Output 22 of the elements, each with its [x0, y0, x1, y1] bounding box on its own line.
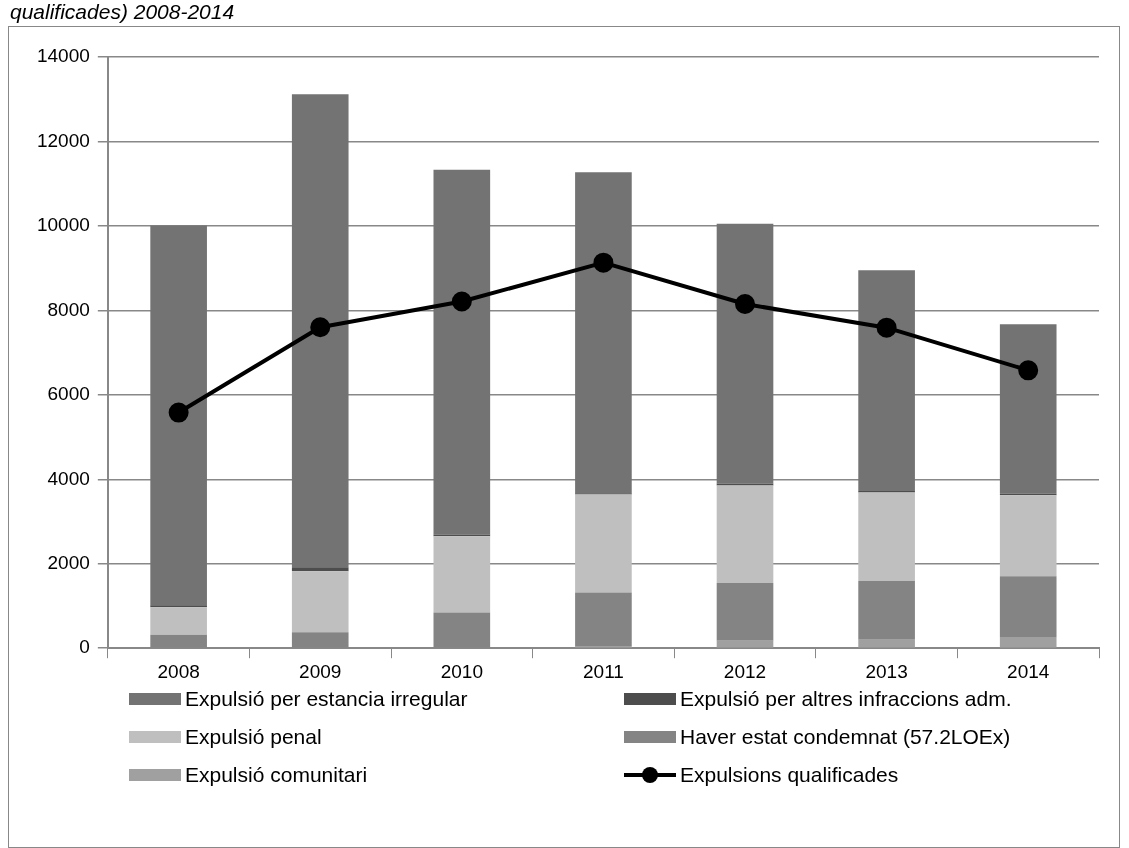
x-tick-label: 2011 — [582, 660, 624, 682]
y-tick-label: 0 — [79, 636, 90, 658]
y-tick-label: 6000 — [47, 383, 90, 405]
y-tick-label: 8000 — [47, 298, 90, 320]
y-tick-label: 14000 — [36, 45, 90, 67]
x-tick-label: 2013 — [865, 660, 908, 682]
legend-label: Haver estat condemnat (57.2LOEx) — [680, 725, 1011, 749]
y-tick-label: 12000 — [36, 129, 90, 151]
legend-label: Expulsió comunitari — [185, 763, 368, 787]
legend-label: Expulsió per estancia irregular — [185, 687, 468, 711]
x-tick-label: 2014 — [1007, 660, 1050, 682]
legend-label: Expulsions qualificades — [680, 763, 899, 787]
legend-label: Expulsió per altres infraccions adm. — [680, 687, 1012, 711]
x-tick-label: 2009 — [299, 660, 342, 682]
legend-label: Expulsió penal — [185, 725, 322, 749]
x-tick-label: 2010 — [440, 660, 483, 682]
x-tick-label: 2008 — [157, 660, 200, 682]
chart-title: qualificades) 2008-2014 — [9, 0, 236, 25]
y-tick-label: 2000 — [47, 551, 90, 573]
y-tick-label: 4000 — [47, 467, 90, 489]
y-tick-label: 10000 — [36, 214, 90, 236]
x-tick-label: 2012 — [723, 660, 767, 682]
